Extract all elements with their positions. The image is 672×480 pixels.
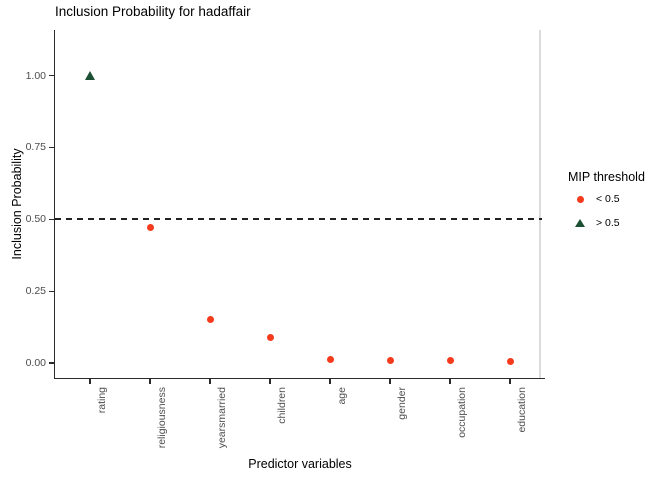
legend-item-label: > 0.5 <box>596 217 620 229</box>
y-tick-label: 0.25 <box>25 285 46 298</box>
threshold-line <box>55 218 542 221</box>
y-tick-label: 0.00 <box>25 357 46 369</box>
y-tick-mark <box>49 362 54 364</box>
circle-icon <box>573 195 587 203</box>
x-tick-mark <box>89 379 91 384</box>
x-tick-label: education <box>516 387 528 433</box>
x-tick-label: occupation <box>456 387 468 438</box>
x-tick-label: rating <box>96 387 108 414</box>
data-point-religiousness <box>146 224 154 232</box>
data-point-rating <box>84 70 95 80</box>
data-point-gender <box>386 357 394 365</box>
data-point-yearsmarried <box>206 316 214 324</box>
legend-item-label: < 0.5 <box>596 193 620 205</box>
y-tick-label: 0.50 <box>25 213 46 226</box>
x-axis-line <box>54 378 545 380</box>
x-tick-label: age <box>336 387 348 405</box>
x-tick-mark <box>269 379 271 384</box>
y-tick-mark <box>49 218 54 220</box>
y-tick-mark <box>49 74 54 77</box>
x-tick-label: yearsmarried <box>216 387 228 449</box>
data-point-children <box>266 333 274 341</box>
y-tick-mark <box>49 290 54 292</box>
y-tick-mark <box>49 146 54 148</box>
data-point-education <box>506 358 514 366</box>
x-tick-label: religiousness <box>156 387 168 449</box>
data-point-occupation <box>446 357 454 365</box>
x-tick-mark <box>209 379 211 384</box>
legend-item: > 0.5 <box>573 216 645 230</box>
y-tick-label: 1.00 <box>25 69 46 82</box>
y-tick-label: 0.75 <box>25 141 46 154</box>
x-tick-label: gender <box>396 387 408 420</box>
x-tick-mark <box>329 379 331 384</box>
legend-items: < 0.5 > 0.5 <box>568 192 645 230</box>
x-tick-mark <box>149 379 151 384</box>
panel-right-border <box>539 30 541 378</box>
x-axis-title: Predictor variables <box>248 457 352 471</box>
legend: MIP threshold < 0.5 > 0.5 <box>568 170 645 240</box>
chart-title: Inclusion Probability for hadaffair <box>55 4 251 19</box>
x-tick-mark <box>449 379 451 384</box>
legend-item: < 0.5 <box>573 192 645 206</box>
y-axis-line <box>54 30 56 379</box>
triangle-icon <box>573 219 587 227</box>
legend-title: MIP threshold <box>568 170 645 184</box>
x-tick-mark <box>509 379 511 384</box>
y-axis-title: Inclusion Probability <box>10 148 24 260</box>
x-tick-label: children <box>276 387 288 424</box>
x-tick-mark <box>389 379 391 384</box>
data-point-age <box>326 356 334 364</box>
